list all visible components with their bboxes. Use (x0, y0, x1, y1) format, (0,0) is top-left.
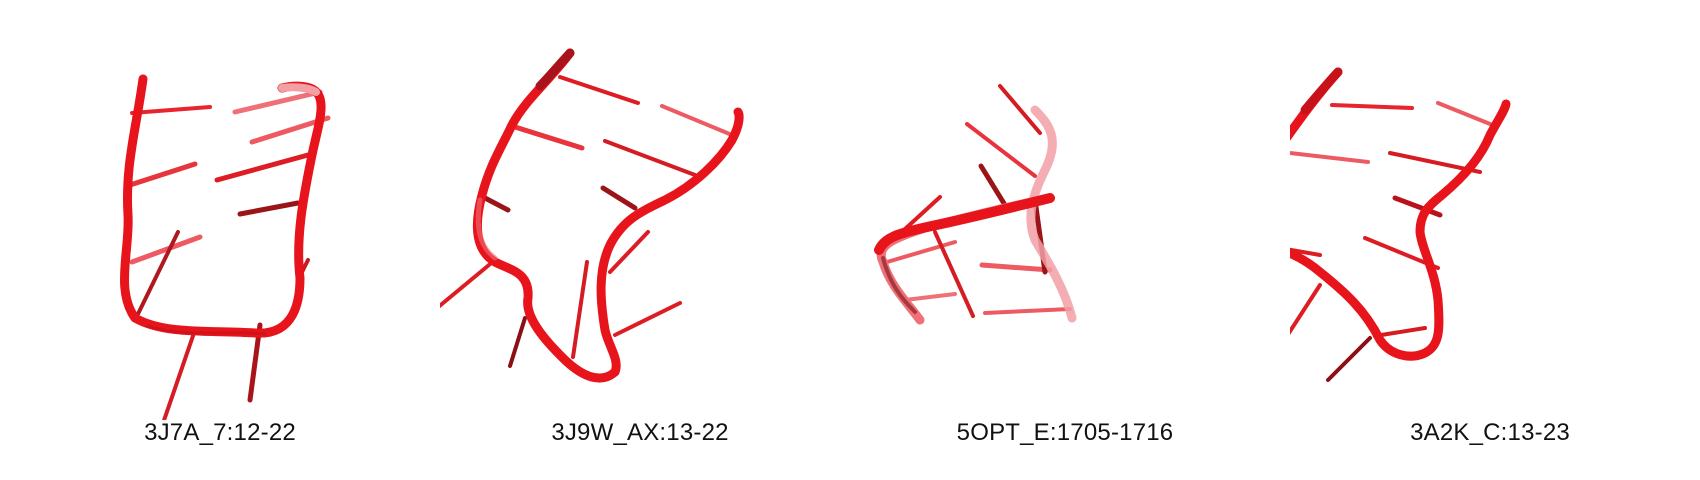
backbone-tube (1290, 67, 1511, 361)
structure-label: 3A2K_C:13-23 (1410, 419, 1570, 446)
backbone-tube (120, 74, 326, 338)
structure-label: 5OPT_E:1705-1716 (956, 419, 1174, 446)
base-sticks (885, 84, 1072, 318)
structure-label: 3J9W_AX:13-22 (551, 419, 729, 446)
structure-panel-4: 3A2K_C:13-23 (1290, 0, 1690, 480)
rna-hairpin-render-2 (440, 48, 744, 383)
structure-panel-1: 3J7A_7:12-22 (20, 0, 420, 480)
structure-label: 3J7A_7:12-22 (144, 419, 296, 446)
structure-panel-3: 5OPT_E:1705-1716 (865, 0, 1265, 480)
structure-panel-2: 3J9W_AX:13-22 (440, 0, 840, 480)
backbone-tube (472, 48, 744, 383)
rna-hairpin-render-4 (1290, 67, 1511, 382)
rna-hairpin-render-3 (874, 84, 1077, 325)
base-sticks (1290, 101, 1497, 382)
rna-hairpin-render-1 (120, 74, 331, 420)
base-sticks (440, 75, 734, 368)
